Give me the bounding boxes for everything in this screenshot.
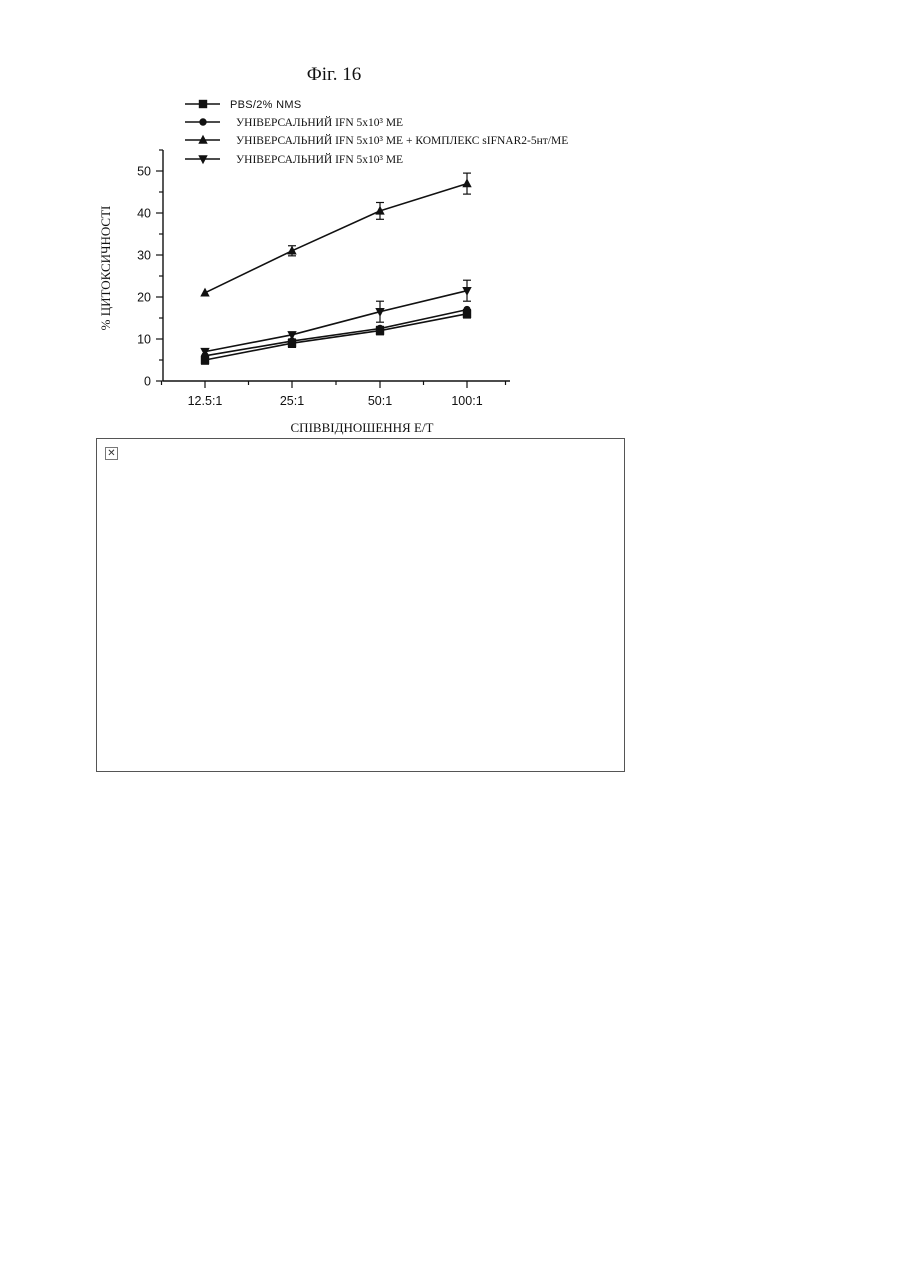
y-tick-label: 10	[137, 333, 151, 347]
legend-entry: УНІВЕРСАЛЬНИЙ IFN 5x10³ МЕ	[236, 152, 403, 166]
x-tick-label: 25:1	[280, 394, 304, 408]
y-tick-label: 30	[137, 249, 151, 263]
legend-marker	[199, 118, 206, 125]
x-tick-label: 50:1	[368, 394, 392, 408]
data-point	[463, 306, 470, 313]
x-tick-label: 12.5:1	[188, 394, 223, 408]
legend-entry: PBS/2% NMS	[230, 99, 301, 111]
series-line	[205, 310, 467, 356]
y-tick-label: 50	[137, 165, 151, 179]
y-tick-label: 0	[144, 375, 151, 389]
broken-image-placeholder: ✕	[96, 438, 625, 772]
legend-marker	[199, 100, 207, 108]
y-tick-label: 40	[137, 207, 151, 221]
y-tick-label: 20	[137, 291, 151, 305]
series-line	[205, 184, 467, 293]
data-point	[376, 325, 383, 332]
series-line	[205, 314, 467, 360]
x-axis-title: СПІВВІДНОШЕННЯ E/T	[291, 420, 434, 435]
legend-marker	[198, 155, 207, 164]
y-axis-title: % ЦИТОКСИЧНОСТІ	[98, 206, 113, 331]
x-tick-label: 100:1	[451, 394, 482, 408]
legend-marker	[198, 135, 207, 144]
data-point	[462, 178, 471, 187]
broken-image-icon: ✕	[105, 447, 118, 460]
legend-entry: УНІВЕРСАЛЬНИЙ IFN 5x10³ МЕ	[236, 115, 403, 129]
legend-entry: УНІВЕРСАЛЬНИЙ IFN 5x10³ МЕ + КОМПЛЕКС sI…	[236, 133, 568, 147]
